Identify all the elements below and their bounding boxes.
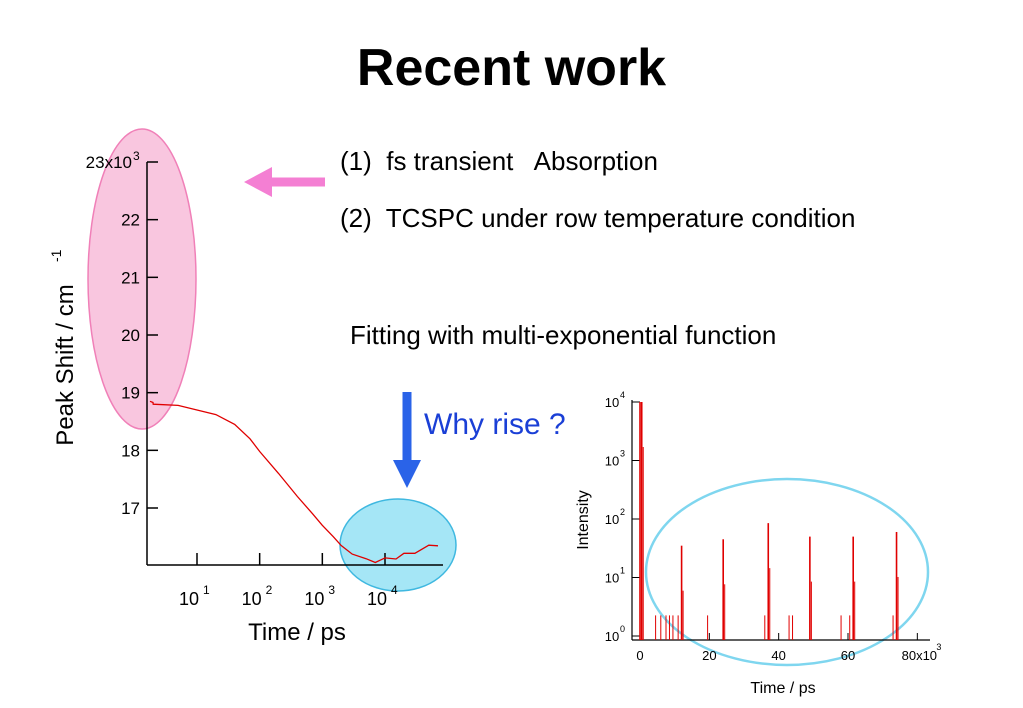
y-tick-label-superscript: 4 [620,390,625,400]
y-tick-label-superscript: 2 [620,507,625,517]
x-tick-label-superscript: 4 [391,583,398,597]
x-tick-label: 10 [304,589,324,609]
y-tick-label: 18 [121,441,140,460]
y-tick-label: 22 [121,211,140,230]
y-tick-label: 21 [121,268,140,287]
x-tick-label: 0 [636,648,643,663]
x-tick-label: 80x10 [902,648,937,663]
highlight-ring-cyan [644,477,930,667]
x-tick-label-superscript: 3 [328,583,335,597]
x-tick-label: 10 [367,589,387,609]
x-axis-label: Time / ps [750,680,815,697]
y-tick-label: 20 [121,326,140,345]
highlight-ellipse-pink [87,128,197,430]
y-tick-label: 10 [605,454,619,469]
x-tick-label: 20 [702,648,716,663]
fitting-note: Fitting with multi-exponential function [350,320,777,350]
y-tick-label: 10 [605,629,619,644]
y-tick-label-superscript: 3 [620,449,625,459]
y-tick-label: 10 [605,571,619,586]
x-tick-label: 10 [179,589,199,609]
y-tick-label-superscript: 0 [620,624,625,634]
slide-title: Recent work [356,39,667,97]
y-axis-label-superscript: -1 [48,249,64,262]
left-arrow-icon [244,167,325,197]
y-tick-label: 10 [605,512,619,527]
highlight-ellipse-cyan [339,498,457,592]
x-tick-label: 40 [771,648,785,663]
down-arrow-icon [393,392,421,488]
y-axis-label: Intensity [575,490,592,550]
list-item-number: (1) [340,146,372,176]
peak-shift-series-line [149,400,439,564]
list-item-1: (1) fs transient Absorption [340,146,658,177]
x-tick-label: 60 [841,648,855,663]
y-tick-label: 23x10 [86,153,132,172]
list-item-number: (2) [340,203,372,233]
y-tick-label: 17 [121,499,140,518]
list-item-text-2: Absorption [533,146,658,176]
x-tick-label-superscript: 2 [266,583,273,597]
list-item-text: TCSPC under row temperature condition [385,203,856,233]
y-tick-label: 19 [121,384,140,403]
why-rise-note: Why rise ? [424,408,566,441]
x-tick-label-superscript: 1 [203,583,210,597]
y-tick-label: 10 [605,395,619,410]
x-axis-label: Time / ps [248,619,346,646]
y-tick-label-superscript: 1 [620,566,625,576]
y-axis-label-group: Peak Shift / cm -1 [48,249,79,445]
list-item-2: (2) TCSPC under row temperature conditio… [340,203,855,234]
list-item-text: fs transient [386,146,514,176]
y-tick-label-superscript: 3 [133,149,140,163]
x-tick-label-superscript: 3 [936,642,941,652]
x-tick-label: 10 [242,589,262,609]
y-axis-label: Peak Shift / cm [52,284,79,445]
